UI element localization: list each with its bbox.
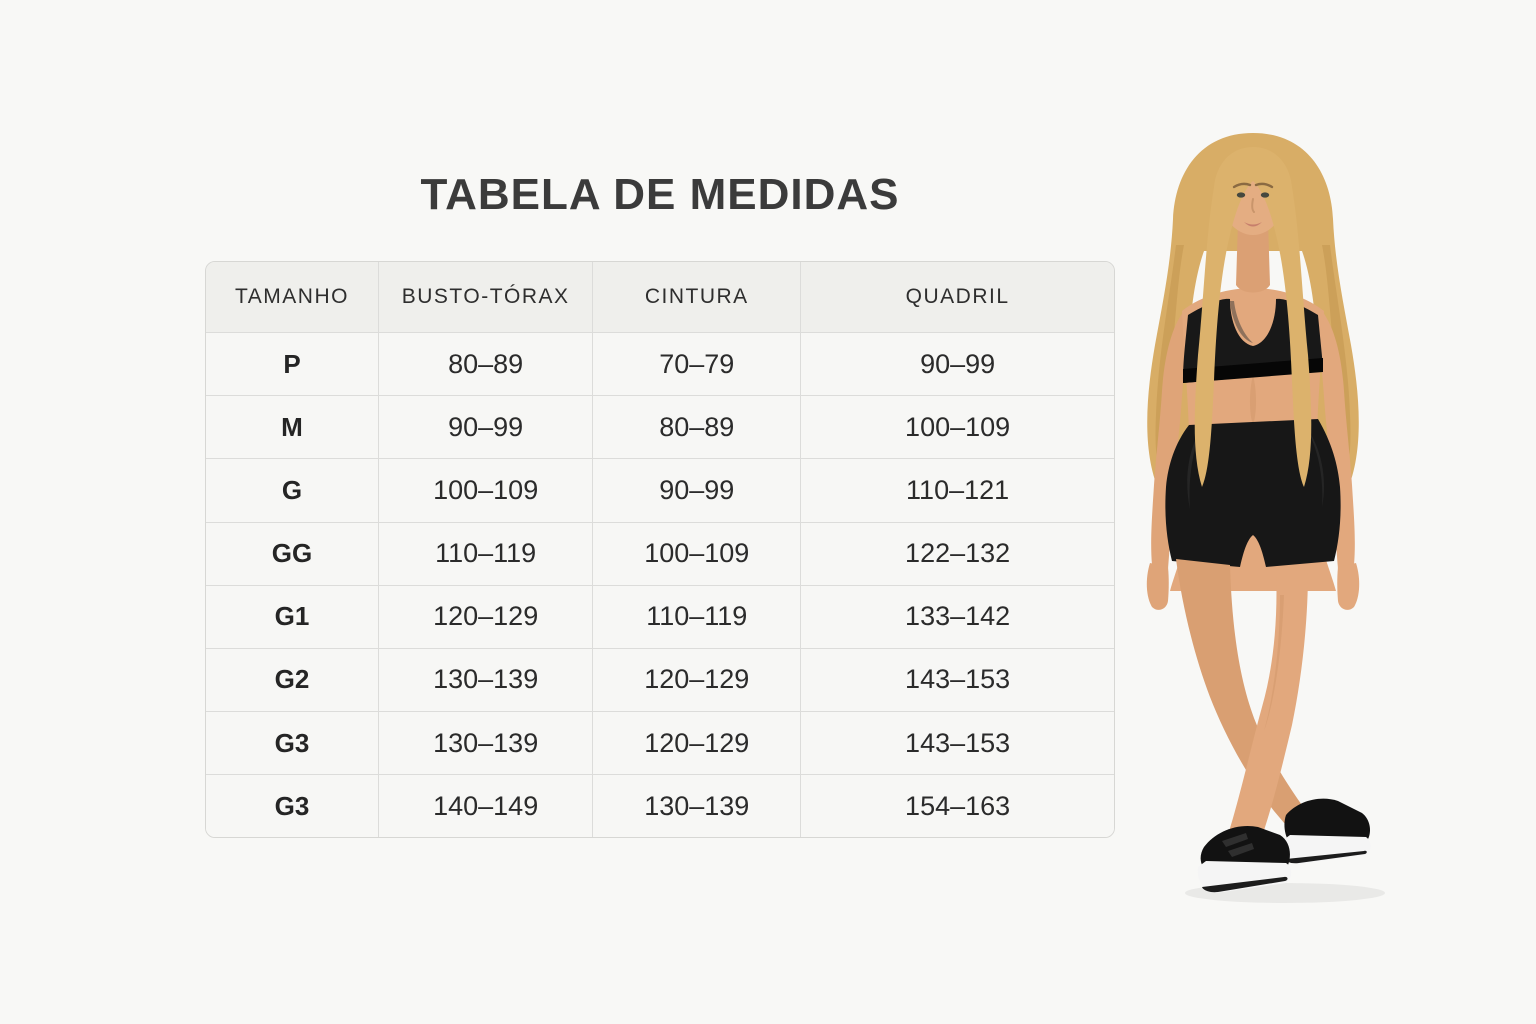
back-leg (1176, 559, 1312, 837)
hair-front-right (1253, 147, 1312, 487)
measurement-value: 130–139 (592, 774, 802, 837)
table-row: G3 130–139 120–129 143–153 (206, 711, 1114, 776)
measurement-value: 130–139 (378, 711, 594, 776)
measurement-value: 90–99 (800, 331, 1114, 397)
front-leg-shading (1264, 595, 1284, 731)
measurement-value: 133–142 (800, 584, 1114, 649)
measurement-value: 100–109 (378, 458, 594, 523)
measurement-value: 143–153 (800, 647, 1114, 713)
size-label: G2 (206, 647, 380, 713)
table-row: G3 140–149 130–139 154–163 (206, 774, 1114, 837)
measurement-value: 80–89 (592, 395, 802, 460)
page-title: TABELA DE MEDIDAS (420, 170, 900, 219)
left-hand (1146, 563, 1169, 610)
measurement-value: 120–129 (592, 711, 802, 776)
size-label: GG (206, 521, 380, 586)
measurement-value: 143–153 (800, 711, 1114, 776)
hair-back-shadow (1155, 245, 1351, 491)
column-header: CINTURA (592, 262, 802, 333)
size-label: G3 (206, 774, 380, 837)
measurement-value: 110–121 (800, 458, 1114, 523)
table-row: G 100–109 90–99 110–121 (206, 458, 1114, 523)
table-row: GG 110–119 100–109 122–132 (206, 521, 1114, 586)
lips (1244, 222, 1262, 227)
column-header: BUSTO-TÓRAX (378, 262, 594, 333)
measurement-value: 100–109 (800, 395, 1114, 460)
front-leg (1226, 569, 1308, 853)
column-header: TAMANHO (206, 262, 380, 333)
hair-back (1147, 133, 1359, 507)
right-arm (1310, 311, 1355, 569)
measurement-value: 110–119 (378, 521, 594, 586)
table-row: P 80–89 70–79 90–99 (206, 331, 1114, 397)
hair-front-left (1194, 147, 1253, 487)
bra-highlight (1230, 301, 1253, 343)
measurement-value: 154–163 (800, 774, 1114, 837)
measurement-value: 130–139 (378, 647, 594, 713)
left-arm (1151, 311, 1196, 569)
right-hand (1337, 563, 1360, 610)
size-table-grid: TAMANHO BUSTO-TÓRAX CINTURA QUADRIL P 80–89 7… (206, 262, 1114, 837)
size-label: P (206, 331, 380, 397)
measurement-value: 70–79 (592, 331, 802, 397)
right-eyebrow (1254, 182, 1274, 189)
front-shoe-outsole (1202, 876, 1288, 893)
model-photo (1146, 133, 1385, 903)
left-eye (1236, 192, 1246, 198)
size-label: G3 (206, 711, 380, 776)
measurement-value: 122–132 (800, 521, 1114, 586)
nose (1251, 198, 1255, 213)
table-header-row: TAMANHO BUSTO-TÓRAX CINTURA QUADRIL (206, 262, 1114, 333)
measurement-value: 110–119 (592, 584, 802, 649)
size-table-body: P 80–89 70–79 90–99 M 90–99 80–89 100–109 G 100–1… (206, 331, 1114, 837)
measurement-value: 90–99 (378, 395, 594, 460)
size-label: G (206, 458, 380, 523)
back-shoe-outsole (1286, 850, 1367, 864)
measurement-value: 90–99 (592, 458, 802, 523)
shorts (1165, 419, 1341, 567)
size-table: TAMANHO BUSTO-TÓRAX CINTURA QUADRIL P 80–89 7… (205, 261, 1115, 838)
table-row: G1 120–129 110–119 133–142 (206, 584, 1114, 649)
measurement-value: 120–129 (378, 584, 594, 649)
bra-band (1183, 358, 1323, 383)
right-eye (1260, 192, 1270, 198)
neck (1236, 221, 1270, 293)
back-shoe-sole (1281, 835, 1371, 864)
left-eyebrow (1232, 182, 1252, 189)
size-label: M (206, 395, 380, 460)
measurement-value: 100–109 (592, 521, 802, 586)
measurement-value: 120–129 (592, 647, 802, 713)
table-row: M 90–99 80–89 100–109 (206, 395, 1114, 460)
front-shoe-laces (1222, 833, 1254, 857)
column-header: QUADRIL (800, 262, 1114, 333)
measurement-value: 140–149 (378, 774, 594, 837)
measurement-value: 80–89 (378, 331, 594, 397)
table-row: G2 130–139 120–129 143–153 (206, 647, 1114, 713)
size-label: G1 (206, 584, 380, 649)
